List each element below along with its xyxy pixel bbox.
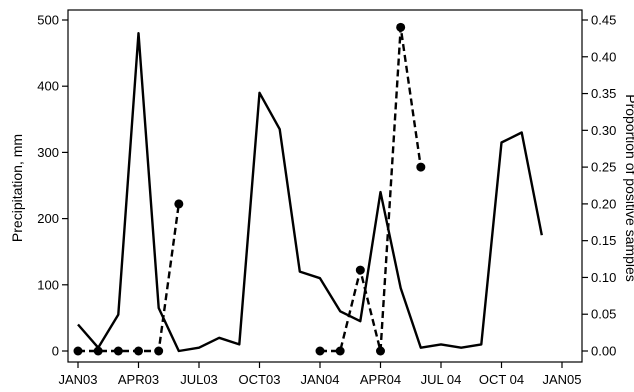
proportion-data-point (73, 346, 83, 356)
proportion-data-point (93, 346, 103, 356)
plot-border (67, 9, 583, 363)
proportion-data-point (355, 265, 365, 275)
proportion-data-point (113, 346, 123, 356)
x-tick-label: OCT03 (239, 372, 281, 387)
proportion-data-point (416, 162, 426, 172)
proportion-series-line (78, 203, 180, 353)
right-y-tick-label: 0.00 (591, 344, 616, 359)
x-tick-label: JAN04 (300, 372, 339, 387)
right-y-tick-label: 0.30 (591, 123, 616, 138)
x-tick-label: APR04 (360, 372, 401, 387)
right-y-tick-label: 0.20 (591, 196, 616, 211)
x-tick-label: JUL03 (180, 372, 218, 387)
proportion-data-point (315, 346, 325, 356)
proportion-data-point (335, 346, 345, 356)
right-y-tick-label: 0.25 (591, 160, 616, 175)
x-tick-label: JUL 04 (421, 372, 462, 387)
left-y-tick-label: 100 (37, 277, 59, 292)
right-y-axis: 0.00 0.05 0.10 0.15 0.20 0.25 0.30 0.35 0.40 0.45 (582, 13, 616, 359)
proportion-data-point (154, 346, 164, 356)
x-tick-label: OCT 04 (479, 372, 524, 387)
plot-frame (67, 9, 583, 363)
left-y-tick-label: 200 (37, 211, 59, 226)
right-y-tick-label: 0.40 (591, 49, 616, 64)
precipitation-series-line (77, 32, 543, 353)
series-layer (73, 22, 543, 356)
proportion-data-point (376, 346, 385, 356)
left-y-tick-label: 300 (37, 145, 59, 160)
right-y-tick-label: 0.10 (591, 270, 616, 285)
left-y-tick-label: 400 (37, 79, 59, 94)
right-y-axis-label: Proportion of positive samples (623, 94, 634, 282)
proportion-data-point (134, 346, 143, 356)
left-y-tick-label: 0 (52, 344, 59, 359)
right-y-tick-label: 0.05 (591, 307, 616, 322)
x-tick-label: JAN03 (58, 372, 97, 387)
left-y-axis-label: Precipitation, mm (9, 134, 25, 242)
x-tick-label: JAN05 (542, 372, 581, 387)
proportion-data-point (174, 199, 184, 209)
right-y-tick-label: 0.35 (591, 86, 616, 101)
right-y-tick-label: 0.45 (591, 13, 616, 28)
x-tick-label: APR03 (118, 372, 159, 387)
right-y-tick-label: 0.15 (591, 233, 616, 248)
proportion-data-point (396, 22, 406, 32)
x-axis: JAN03 APR03 JUL03 OCT03 JAN04 APR04 JUL 04 OCT … (58, 362, 582, 387)
left-y-axis: 0 100 200 300 400 500 (37, 13, 68, 359)
left-y-tick-label: 500 (37, 13, 59, 28)
